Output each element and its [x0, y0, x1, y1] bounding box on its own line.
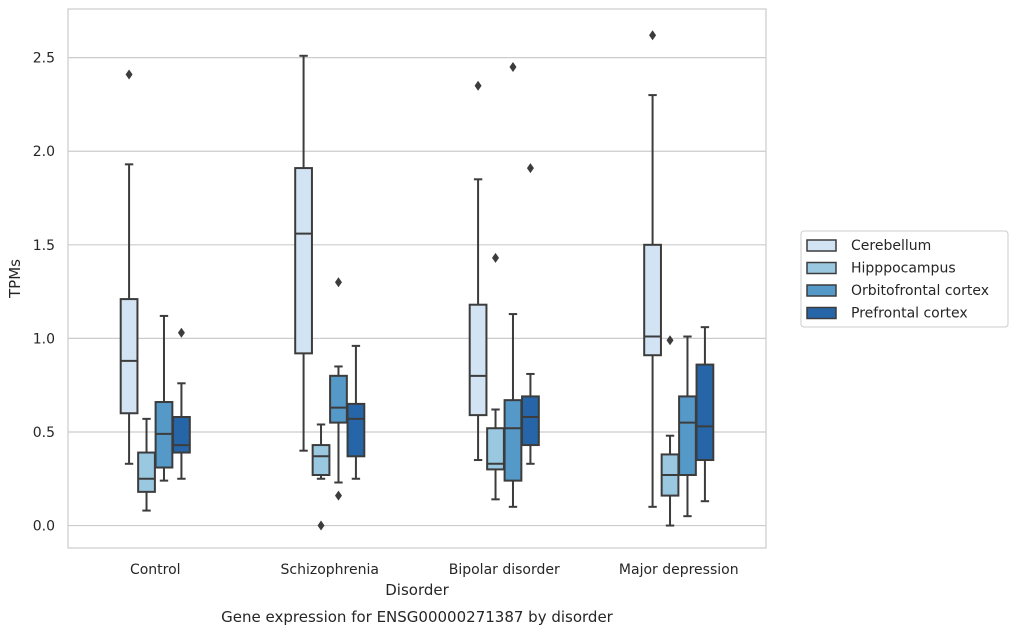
- y-tick-labels: 0.0 0.5 1.0 1.5 2.0 2.5: [33, 51, 55, 535]
- iqr-box: [468, 303, 488, 417]
- outlier-point: [125, 69, 133, 80]
- box-hipppocampus: [137, 417, 156, 512]
- box-hipppocampus: [660, 335, 680, 527]
- iqr-box: [119, 298, 139, 415]
- x-tick-label: Major depression: [619, 562, 739, 578]
- x-tick-label: Bipolar disorder: [449, 562, 560, 578]
- box-orbitofrontal-cortex: [678, 335, 697, 518]
- iqr-box: [521, 395, 540, 447]
- iqr-box: [643, 243, 662, 357]
- box-cerebellum: [643, 30, 662, 508]
- legend-swatch: [806, 284, 837, 297]
- box-hipppocampus: [486, 252, 505, 501]
- plot-frame: [67, 8, 767, 549]
- y-tick-label: 0.5: [33, 425, 55, 441]
- box-orbitofrontal-cortex: [503, 62, 523, 508]
- legend-label: Hipppocampus: [851, 261, 956, 277]
- outlier-point: [177, 327, 185, 338]
- box-prefrontal-cortex: [346, 344, 366, 480]
- x-tick-labels: Control Schizophrenia Bipolar disorder Majo…: [130, 562, 739, 578]
- iqr-box: [329, 374, 348, 424]
- box-cerebellum: [294, 54, 313, 452]
- legend-label: Orbitofrontal cortex: [851, 283, 989, 299]
- box-prefrontal-cortex: [695, 326, 715, 503]
- outlier-point: [666, 335, 674, 346]
- x-tick-label: Schizophrenia: [281, 562, 379, 578]
- box-orbitofrontal-cortex: [154, 314, 174, 482]
- outlier-point: [526, 163, 534, 174]
- x-tick-label: Control: [130, 562, 181, 578]
- y-tick-label: 2.5: [33, 51, 55, 67]
- y-tick-label: 2.0: [33, 144, 55, 160]
- iqr-box: [678, 395, 697, 477]
- iqr-box: [294, 167, 313, 355]
- iqr-box: [503, 399, 523, 482]
- legend-swatch: [806, 239, 837, 252]
- box-hipppocampus: [311, 423, 331, 531]
- box-cerebellum: [119, 69, 139, 465]
- legend: Cerebellum Hipppocampus Orbitofrontal cort…: [800, 230, 1009, 328]
- iqr-box: [346, 402, 366, 458]
- box-layer: [119, 30, 715, 531]
- legend-frame: [800, 230, 1009, 328]
- iqr-box: [137, 451, 156, 493]
- legend-label: Cerebellum: [851, 238, 931, 254]
- box-cerebellum: [468, 80, 488, 462]
- y-tick-label: 0.0: [33, 519, 55, 535]
- legend-swatch: [806, 306, 837, 320]
- outlier-point: [334, 277, 342, 288]
- y-tick-label: 1.5: [33, 238, 55, 254]
- legend-label: Prefrontal cortex: [851, 306, 968, 322]
- legend-swatch: [806, 261, 837, 275]
- iqr-box: [695, 363, 715, 462]
- box-prefrontal-cortex: [172, 327, 191, 480]
- iqr-box: [172, 415, 191, 454]
- x-axis-label: Disorder: [385, 581, 449, 599]
- box-orbitofrontal-cortex: [329, 277, 348, 501]
- outlier-point: [509, 62, 517, 73]
- y-axis-label: TPMs: [6, 259, 24, 299]
- outlier-point: [492, 252, 500, 263]
- y-tick-label: 1.0: [33, 331, 55, 347]
- iqr-box: [311, 444, 331, 477]
- outlier-point: [334, 490, 342, 501]
- outlier-point: [474, 80, 482, 91]
- chart-caption: Gene expression for ENSG00000271387 by d…: [221, 608, 614, 626]
- outlier-point: [649, 30, 657, 41]
- outlier-point: [317, 520, 325, 531]
- box-prefrontal-cortex: [521, 163, 540, 465]
